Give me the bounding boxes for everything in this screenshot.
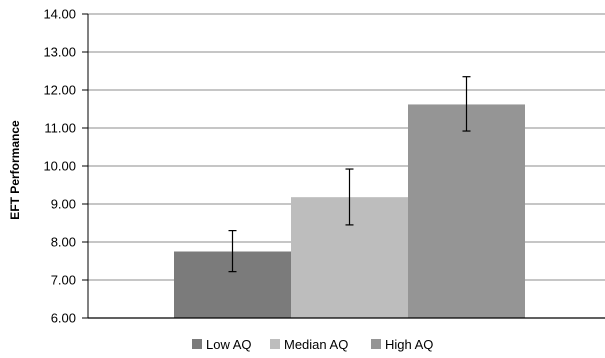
y-tick-label: 12.00	[43, 83, 76, 98]
y-tick-label: 6.00	[51, 311, 76, 326]
legend-label-median-aq: Median AQ	[284, 337, 348, 352]
legend-swatch-low-aq	[192, 339, 202, 349]
y-tick-label: 7.00	[51, 273, 76, 288]
y-tick-label: 9.00	[51, 197, 76, 212]
axes	[87, 14, 605, 319]
y-tick-label: 11.00	[44, 121, 76, 136]
y-axis-title: EFT Performance	[8, 120, 22, 220]
y-tick-label: 14.00	[43, 7, 76, 22]
legend-label-high-aq: High AQ	[385, 337, 433, 352]
y-tick-label: 8.00	[51, 235, 76, 250]
bars	[174, 104, 525, 318]
legend-label-low-aq: Low AQ	[206, 337, 252, 352]
legend-swatch-high-aq	[371, 339, 381, 349]
error-bars	[228, 76, 471, 273]
bar-high-aq	[408, 104, 525, 318]
y-tick-label: 10.00	[43, 159, 76, 174]
y-tick-labels: 6.00 7.00 8.00 9.00 10.00 11.00 12.00 13.00 14.0…	[43, 7, 76, 326]
legend: Low AQ Median AQ High AQ	[192, 337, 433, 352]
legend-swatch-median-aq	[270, 339, 280, 349]
y-tick-label: 13.00	[43, 45, 76, 60]
